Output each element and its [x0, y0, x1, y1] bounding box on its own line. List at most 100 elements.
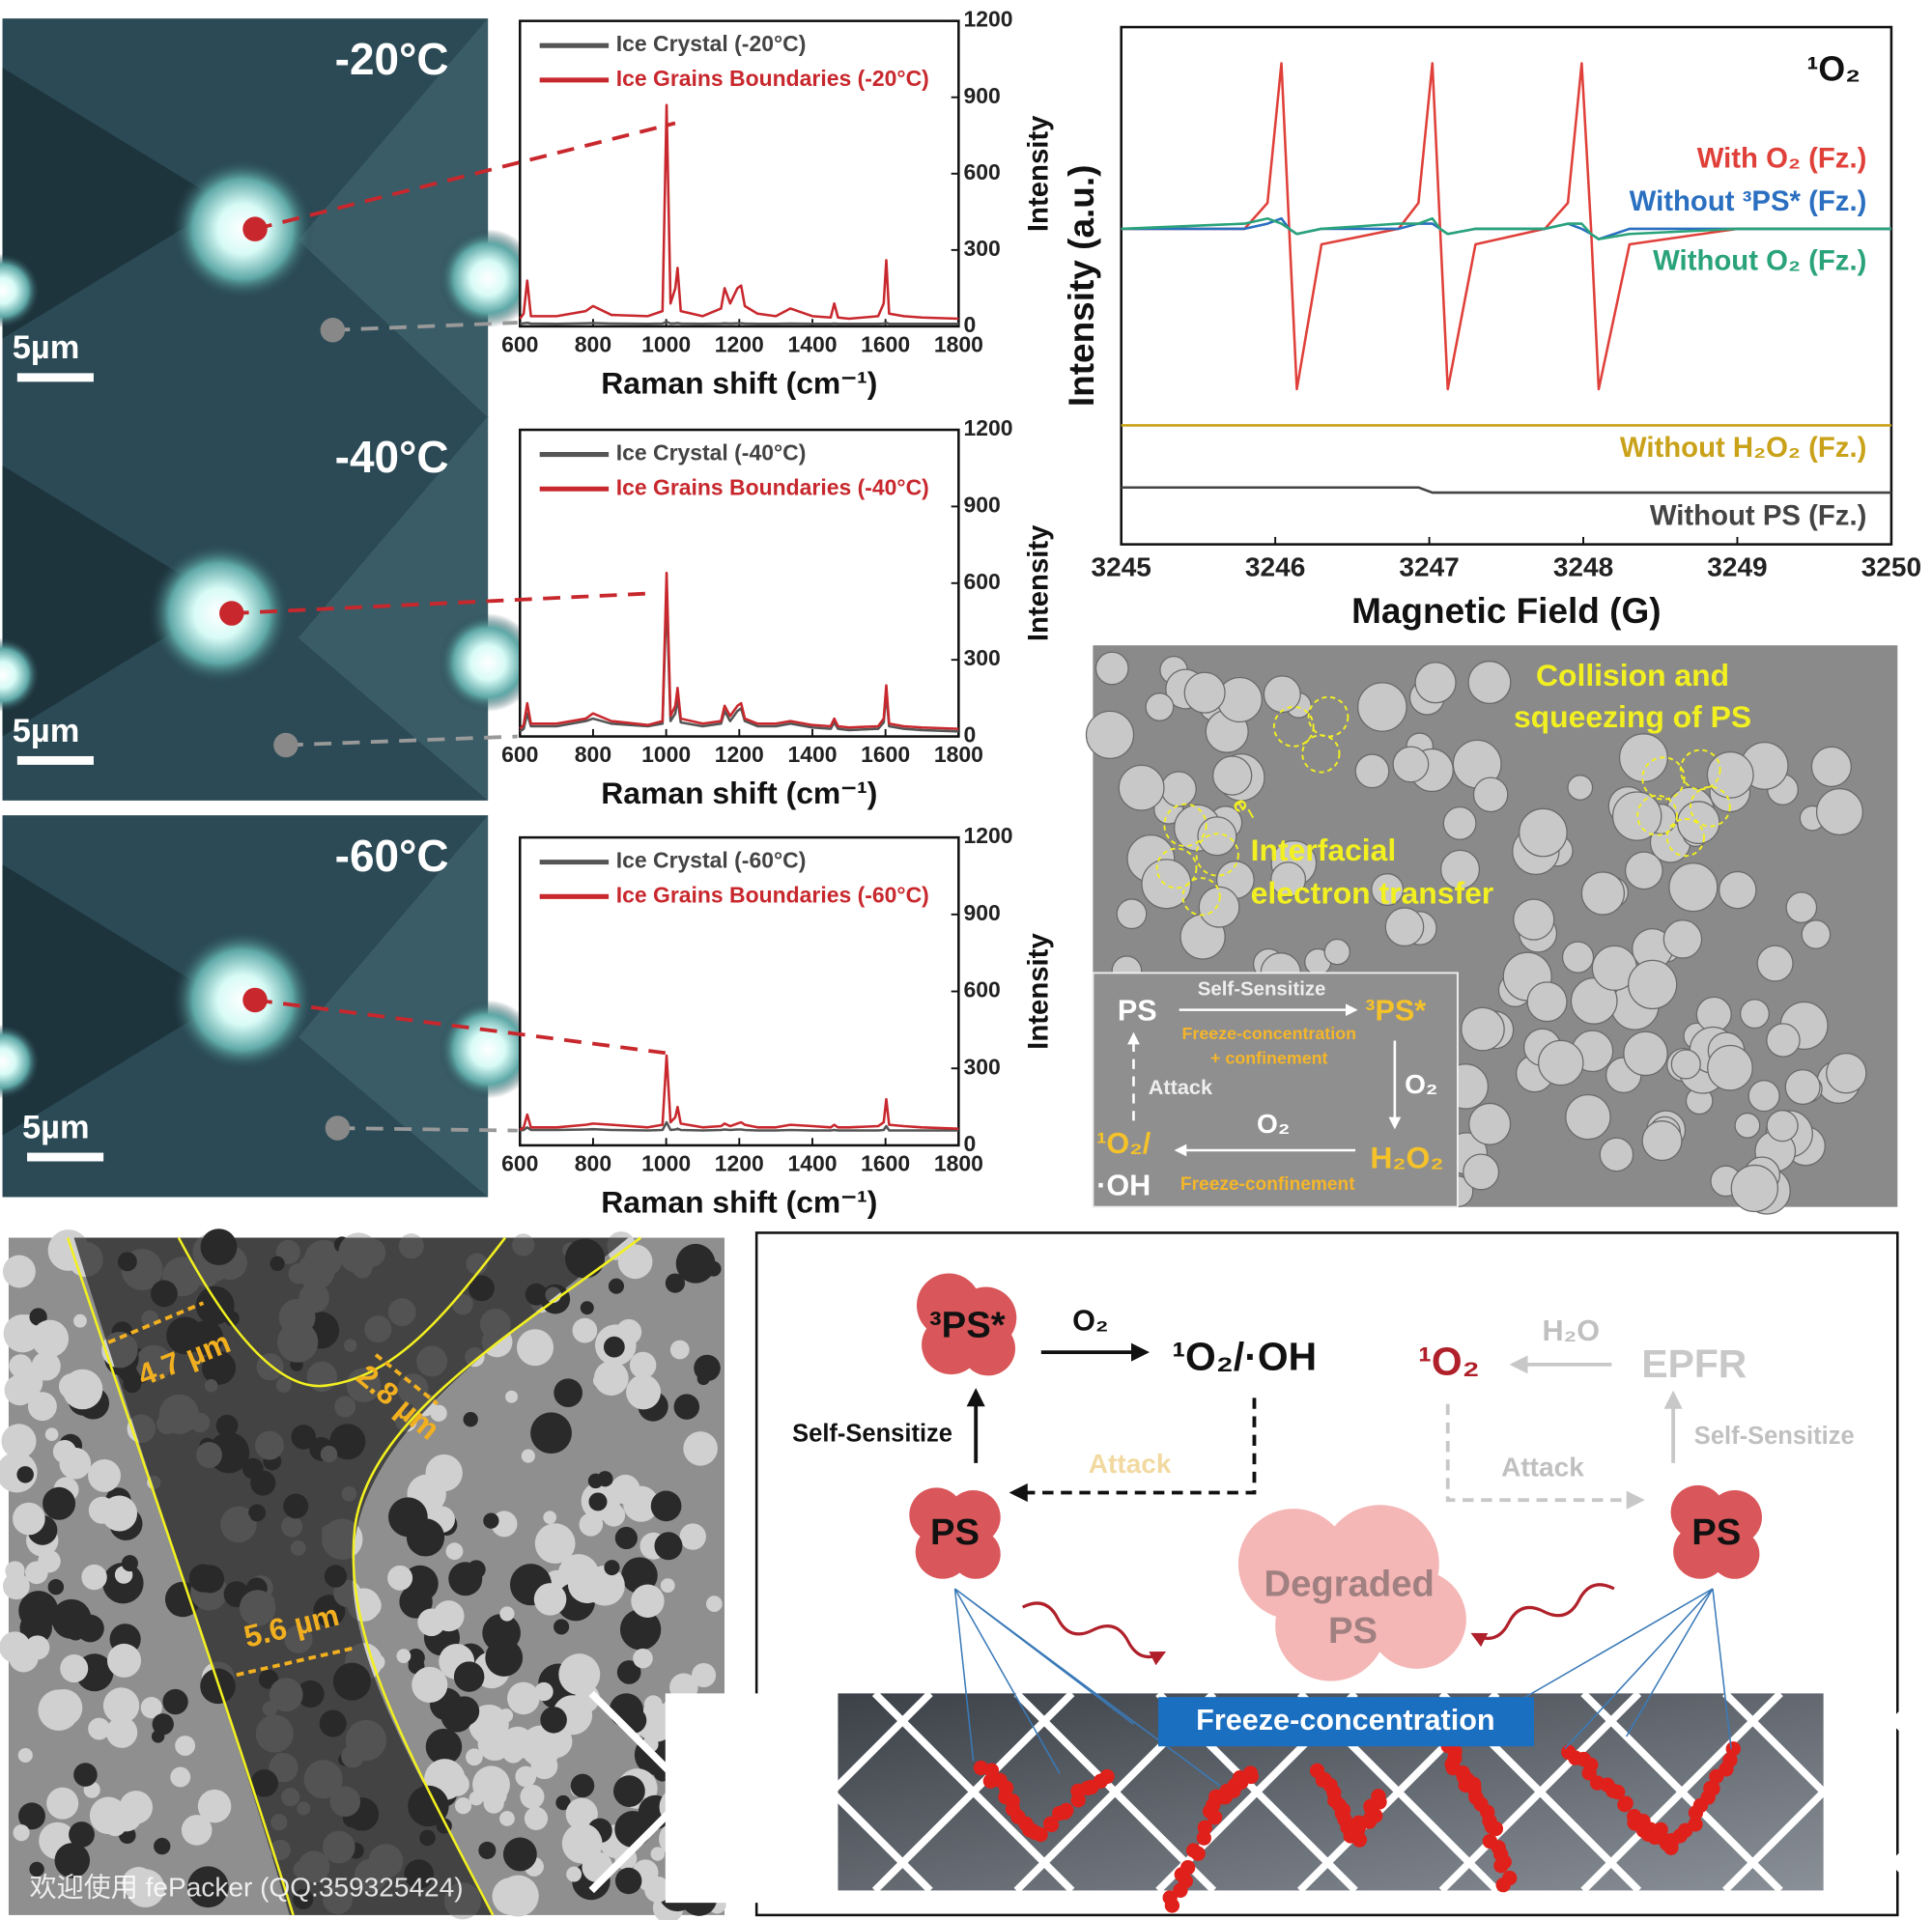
- legend-label: Without H₂O₂ (Fz.): [1620, 432, 1867, 464]
- particle: [515, 1765, 537, 1788]
- ps-bead: [1722, 1752, 1738, 1768]
- particle: [1801, 919, 1832, 949]
- particle: [1785, 891, 1818, 924]
- inset-label: ³PS*: [1365, 994, 1426, 1027]
- scale-bar: [16, 373, 94, 382]
- probe-dot: [219, 601, 244, 626]
- x-axis-label: Raman shift (cm⁻¹): [601, 366, 877, 401]
- particle: [1371, 873, 1405, 907]
- lattice-line: [1580, 1690, 1783, 1894]
- ps-bead: [1371, 1789, 1386, 1804]
- particle: [581, 1512, 604, 1536]
- y-tick-label: 600: [963, 159, 1000, 184]
- schematic-label: Self-Sensitize: [792, 1420, 952, 1447]
- particle: [650, 1847, 666, 1861]
- particle: [1641, 1120, 1683, 1162]
- particle: [1141, 859, 1192, 910]
- particle: [614, 1811, 652, 1848]
- particle: [88, 1717, 111, 1740]
- y-tick-label: 0: [963, 1131, 976, 1156]
- series-line: [1121, 216, 1891, 240]
- particle: [1730, 1164, 1779, 1213]
- pointer: [337, 1126, 518, 1133]
- particle: [619, 1609, 662, 1651]
- particle: [520, 1784, 545, 1809]
- particle: [66, 1621, 86, 1641]
- x-tick-label: 600: [501, 1150, 538, 1175]
- inset-label: O₂: [1257, 1109, 1290, 1139]
- grain: [2, 466, 225, 737]
- particle: [111, 1801, 142, 1832]
- x-tick-label: 800: [575, 742, 611, 767]
- y-tick-label: 600: [963, 569, 1000, 594]
- ps-bead: [1725, 1741, 1741, 1757]
- particle: [29, 1308, 47, 1326]
- ps-bead: [1662, 1837, 1679, 1853]
- particle: [520, 1725, 562, 1767]
- y-tick-label: 600: [963, 977, 1000, 1002]
- probe-dot: [242, 987, 268, 1013]
- x-tick-label: 600: [501, 742, 538, 767]
- particle: [644, 1876, 671, 1903]
- x-tick-label: 800: [575, 1150, 611, 1175]
- particle: [466, 1748, 483, 1766]
- x-tick-label: 1200: [715, 742, 764, 767]
- particle: [1468, 1102, 1512, 1145]
- particle: [29, 1861, 44, 1878]
- particle: [534, 1523, 576, 1564]
- particle: [1384, 907, 1425, 947]
- tem-band: [73, 1237, 629, 1915]
- particle: [665, 1273, 686, 1293]
- particle: [1354, 753, 1390, 789]
- ps-bead: [1488, 1821, 1504, 1837]
- particle: [1668, 862, 1719, 913]
- pointer: [231, 591, 647, 615]
- inset-label: H₂O₂: [1370, 1141, 1443, 1175]
- particle: [540, 1707, 567, 1734]
- particle: [673, 1394, 700, 1420]
- legend-label: Ice Grains Boundaries (-60°C): [616, 882, 929, 907]
- schematic-label: PS: [930, 1511, 980, 1553]
- particle: [1624, 851, 1663, 890]
- particle: [197, 1789, 232, 1823]
- particle: [425, 1728, 463, 1765]
- particle: [679, 1523, 706, 1550]
- particle: [1718, 870, 1757, 910]
- ps-bead: [1197, 1820, 1213, 1835]
- particle: [485, 1784, 507, 1806]
- particle: [497, 1875, 539, 1917]
- x-axis-label: Magnetic Field (G): [1351, 591, 1661, 631]
- particle: [1565, 1093, 1611, 1141]
- x-tick-label: 3249: [1707, 552, 1767, 582]
- schematic-label: Degraded: [1264, 1564, 1434, 1605]
- particle: [1670, 1049, 1701, 1080]
- particle: [631, 1584, 665, 1618]
- pointer: [332, 321, 518, 332]
- particle: [1463, 1153, 1500, 1191]
- x-tick-label: 1800: [934, 742, 983, 767]
- temperature-label: -60°C: [335, 831, 449, 881]
- series-line: [519, 1054, 959, 1132]
- particle: [565, 1797, 598, 1830]
- particle: [555, 1794, 571, 1811]
- legend-label: Ice Crystal (-40°C): [616, 440, 807, 466]
- particle: [1766, 1023, 1801, 1058]
- micrographs: -20°C 5µm -40°C 5µm -60°C 5µm: [0, 18, 538, 1198]
- inset-box: [1092, 972, 1459, 1208]
- particle: [507, 1681, 540, 1715]
- particle: [13, 1502, 45, 1536]
- ps-bead: [1609, 1784, 1626, 1800]
- particle: [181, 1815, 213, 1846]
- particle: [396, 1649, 412, 1664]
- x-tick-label: 1000: [641, 1150, 691, 1175]
- particle: [478, 1841, 497, 1859]
- particle: [613, 1775, 645, 1807]
- particle: [162, 1688, 188, 1715]
- schematic-label: EPFR: [1641, 1341, 1747, 1386]
- series-line: [520, 320, 959, 325]
- particle: [660, 1578, 675, 1594]
- particle: [1270, 861, 1307, 898]
- connector-lines: [953, 1588, 1732, 1787]
- particle: [453, 1661, 485, 1692]
- lattice-clip: [1823, 1693, 1895, 1904]
